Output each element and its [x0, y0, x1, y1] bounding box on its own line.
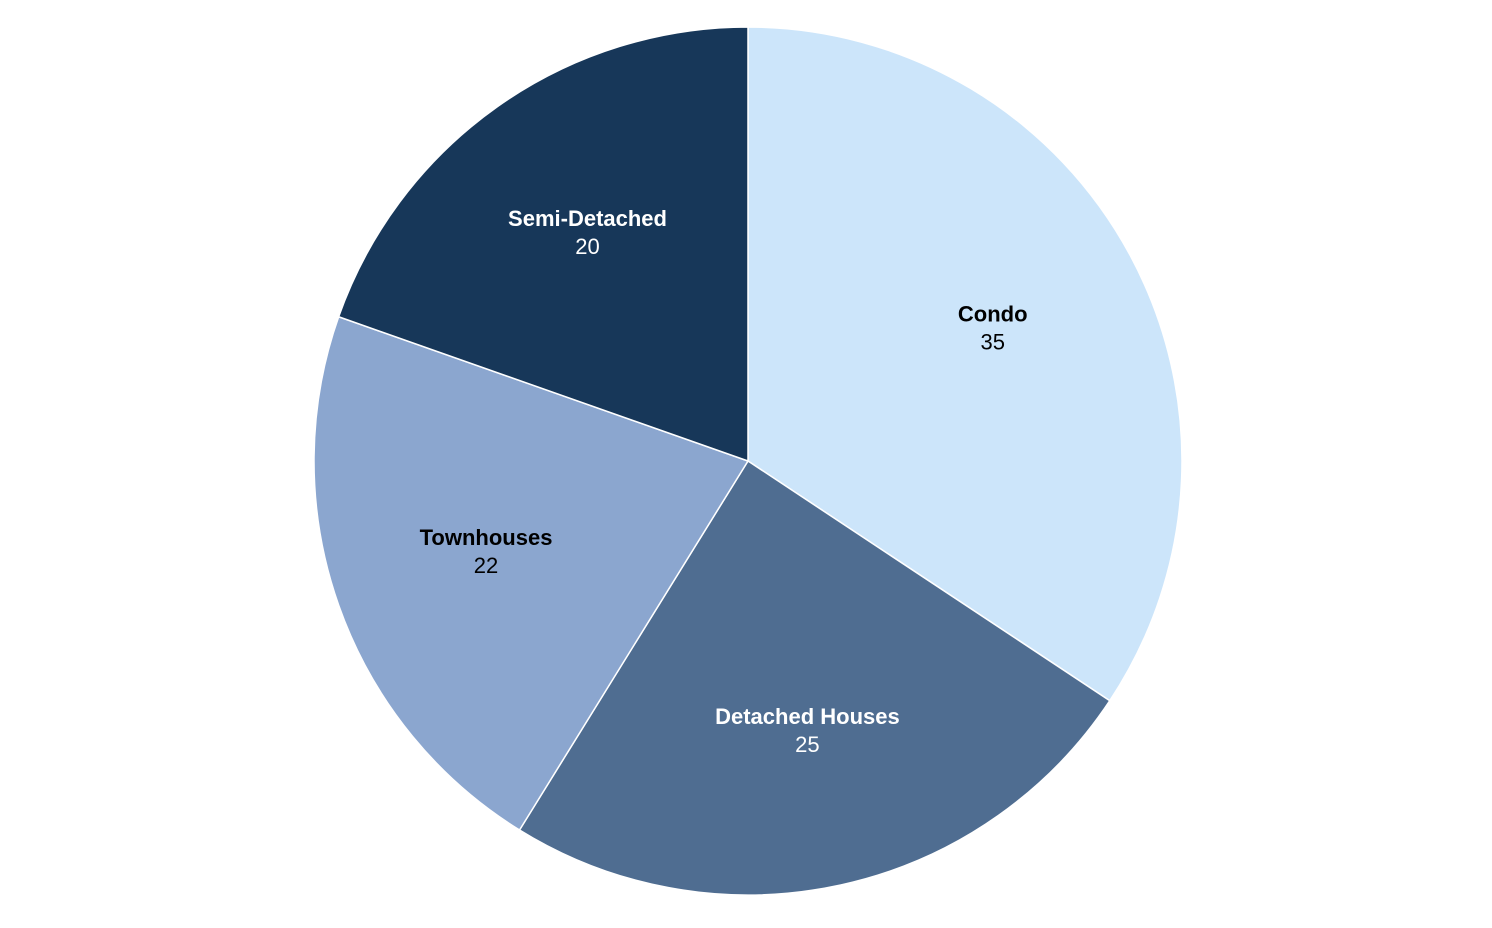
pie-slice: [518, 459, 1111, 896]
slice-label: Semi-Detached: [508, 206, 667, 231]
slice-value: 25: [795, 732, 819, 757]
slice-value: 22: [474, 553, 498, 578]
slice-value: 35: [980, 329, 1004, 354]
slice-label: Townhouses: [420, 525, 553, 550]
slice-label: Detached Houses: [715, 704, 900, 729]
slice-label: Condo: [958, 301, 1028, 326]
slice-value: 20: [575, 234, 599, 259]
pie-slice: [337, 26, 749, 463]
pie-slice: [313, 315, 750, 832]
